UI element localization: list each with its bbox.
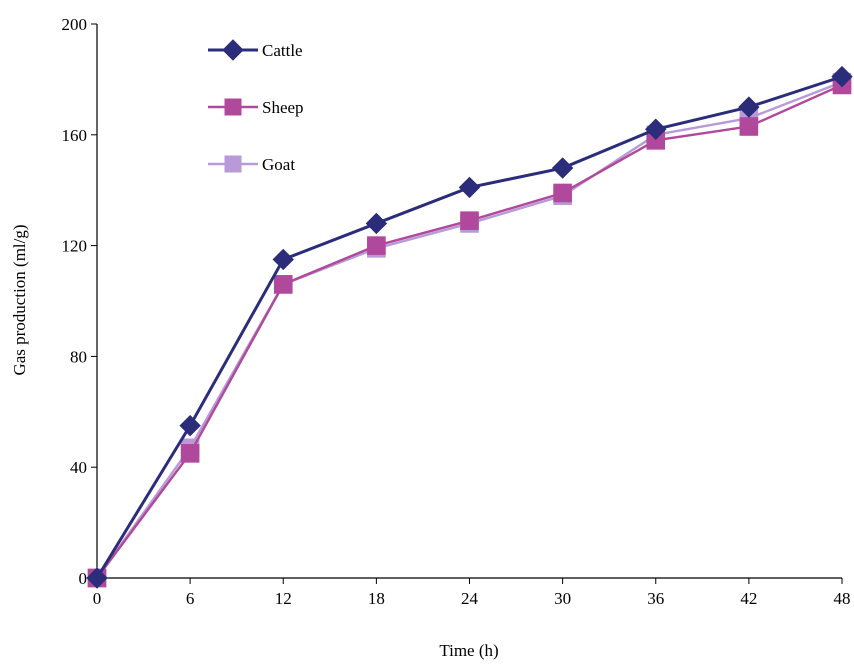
series-sheep <box>87 75 852 588</box>
x-tick-label: 6 <box>186 589 195 608</box>
data-point <box>551 157 574 179</box>
data-point <box>367 236 386 255</box>
legend-item-cattle: Cattle <box>208 39 303 61</box>
x-tick-label: 24 <box>461 589 479 608</box>
series-cattle <box>86 65 853 589</box>
legend-item-sheep: Sheep <box>208 98 304 117</box>
data-point <box>831 65 853 88</box>
x-tick-label: 18 <box>368 589 385 608</box>
series-line <box>96 83 843 579</box>
data-point <box>645 118 667 140</box>
series-goat <box>87 72 852 588</box>
data-point <box>553 183 572 203</box>
data-point <box>365 212 388 235</box>
y-tick-label: 0 <box>79 569 88 588</box>
data-point <box>739 117 759 136</box>
data-point <box>180 444 200 463</box>
series-line <box>95 75 843 579</box>
x-axis-title: Time (h) <box>439 641 498 660</box>
data-point <box>460 211 479 230</box>
data-point <box>273 275 293 294</box>
y-tick-label: 200 <box>62 15 88 34</box>
data-point <box>179 414 201 437</box>
legend-label: Sheep <box>262 98 304 117</box>
legend-marker <box>222 39 244 61</box>
y-tick-label: 80 <box>70 347 87 366</box>
x-tick-label: 30 <box>554 589 571 608</box>
y-tick-label: 40 <box>70 458 87 477</box>
data-point <box>738 96 760 118</box>
series-layer <box>86 65 853 589</box>
legend-marker <box>224 98 242 116</box>
legend-marker <box>224 155 242 173</box>
y-tick-label: 160 <box>62 126 88 145</box>
x-ticks: 0 6 12 18 24 30 36 42 48 <box>93 578 851 608</box>
x-tick-label: 42 <box>740 589 757 608</box>
x-tick-label: 48 <box>834 589 851 608</box>
legend-item-goat: Goat <box>208 155 295 174</box>
legend: Cattle Sheep Goat <box>208 39 304 174</box>
series-line <box>96 81 843 579</box>
y-axis-title: Gas production (ml/g) <box>10 224 29 375</box>
data-point <box>458 176 481 199</box>
data-point <box>86 567 108 589</box>
y-tick-label: 120 <box>62 237 88 256</box>
data-point <box>272 248 294 271</box>
x-tick-label: 12 <box>275 589 292 608</box>
legend-label: Goat <box>262 155 295 174</box>
x-tick-label: 0 <box>93 589 102 608</box>
y-ticks: 0 40 80 120 160 200 <box>62 15 97 588</box>
x-tick-label: 36 <box>647 589 664 608</box>
legend-label: Cattle <box>262 41 303 60</box>
